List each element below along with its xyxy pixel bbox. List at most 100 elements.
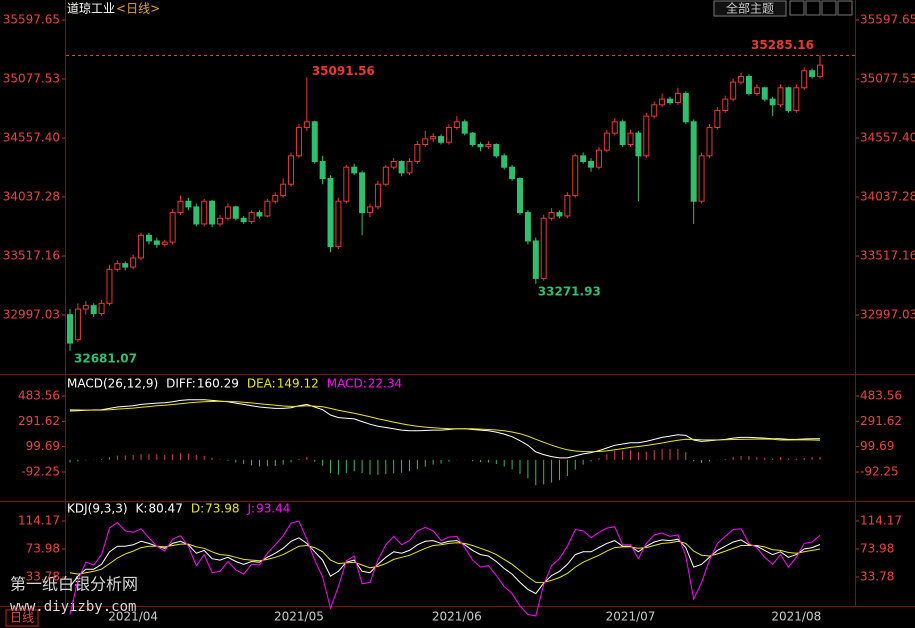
y-tick-label: 291.62 bbox=[18, 414, 60, 428]
candle-body bbox=[477, 144, 484, 148]
y-tick-label: 33.78 bbox=[860, 570, 894, 584]
candle-body bbox=[185, 200, 192, 208]
candle-body bbox=[295, 126, 302, 157]
legend-name: D: bbox=[191, 502, 204, 516]
candle-body bbox=[588, 161, 595, 168]
y-tick-label: 99.69 bbox=[860, 439, 894, 453]
candle-body bbox=[82, 305, 89, 310]
legend-value: 149.12 bbox=[277, 377, 319, 391]
candle-body bbox=[714, 109, 721, 128]
candle-body bbox=[738, 75, 745, 83]
candle-body bbox=[667, 98, 673, 104]
extreme-label: 33271.93 bbox=[538, 284, 601, 298]
candle-body bbox=[603, 132, 610, 151]
y-tick-label: 35077.53 bbox=[3, 71, 60, 85]
icon-button[interactable] bbox=[789, 0, 805, 16]
candle-body bbox=[698, 155, 705, 202]
candle-body bbox=[303, 121, 310, 128]
candle-body bbox=[130, 257, 137, 268]
legend-name: DIFF: bbox=[166, 377, 196, 391]
candle-body bbox=[114, 263, 121, 270]
candle-body bbox=[106, 268, 113, 304]
candle-body bbox=[564, 195, 571, 217]
watermark-name: 第一纸白银分析网 bbox=[10, 575, 138, 594]
candle-body bbox=[90, 305, 97, 315]
candle-body bbox=[335, 200, 342, 248]
candle-body bbox=[785, 87, 792, 111]
extreme-label: 35285.16 bbox=[751, 38, 814, 52]
x-tick-label: 2021/05 bbox=[274, 610, 324, 624]
candle-body bbox=[67, 314, 73, 344]
x-tick-label: 2021/07 bbox=[606, 610, 656, 624]
candle-body bbox=[682, 92, 689, 123]
candle-body bbox=[122, 263, 129, 268]
candle-body bbox=[445, 126, 452, 143]
theme-button-label[interactable]: 全部主题 bbox=[726, 1, 774, 16]
candle-body bbox=[777, 87, 784, 106]
candle-body bbox=[532, 240, 539, 279]
candle-body bbox=[169, 212, 176, 243]
panel-title-value: MACD(26,12,9) bbox=[67, 377, 158, 391]
legend-name: J: bbox=[246, 502, 255, 516]
icon-button[interactable] bbox=[821, 0, 837, 16]
candle-body bbox=[769, 98, 776, 106]
candle-body bbox=[217, 217, 223, 225]
candle-body bbox=[619, 121, 626, 145]
y-tick-label: 35597.65 bbox=[860, 12, 915, 26]
candle-body bbox=[509, 166, 516, 180]
candle-body bbox=[177, 200, 184, 214]
y-tick-label: -92.25 bbox=[21, 465, 60, 479]
candle-body bbox=[256, 212, 263, 217]
theme-button[interactable] bbox=[713, 0, 787, 17]
candle-body bbox=[517, 178, 523, 214]
candle-body bbox=[311, 121, 318, 163]
period-tab-label[interactable]: 日线 bbox=[10, 611, 34, 625]
y-tick-label: 73.98 bbox=[860, 541, 894, 555]
candle-body bbox=[651, 104, 658, 117]
candle-body bbox=[264, 200, 271, 217]
candle-body bbox=[201, 200, 208, 225]
y-tick-label: 34037.28 bbox=[3, 190, 60, 204]
toolbar-icons bbox=[789, 0, 853, 16]
candle-body bbox=[319, 161, 326, 180]
candle-body bbox=[793, 87, 800, 111]
period-tab[interactable] bbox=[5, 609, 39, 627]
icon-button[interactable] bbox=[805, 0, 821, 16]
y-tick-label: 34557.40 bbox=[860, 130, 915, 144]
candle-body bbox=[674, 92, 681, 104]
candle-body bbox=[469, 132, 476, 145]
candle-body bbox=[730, 81, 737, 100]
legend-name: DEA: bbox=[247, 377, 276, 391]
candle-body bbox=[232, 206, 239, 219]
y-tick-label: 114.17 bbox=[860, 513, 902, 527]
candle-body bbox=[327, 178, 334, 248]
candle-body bbox=[485, 144, 492, 148]
candle-body bbox=[209, 200, 216, 225]
y-tick-label: 35597.65 bbox=[3, 12, 60, 26]
candle-body bbox=[556, 212, 563, 217]
candle-body bbox=[390, 161, 397, 168]
candle-body bbox=[74, 308, 81, 341]
y-tick-label: 34557.40 bbox=[3, 130, 60, 144]
y-tick-label: 32997.03 bbox=[3, 308, 60, 322]
series-line bbox=[69, 399, 820, 459]
x-tick-label: 2021/08 bbox=[771, 610, 821, 624]
candle-body bbox=[272, 195, 279, 202]
candle-body bbox=[761, 87, 768, 100]
y-tick-label: 32997.03 bbox=[860, 308, 915, 322]
candle-body bbox=[193, 206, 200, 225]
candle-body bbox=[280, 183, 287, 197]
candle-body bbox=[611, 121, 618, 134]
legend-name: K: bbox=[136, 502, 148, 516]
candle-body bbox=[438, 136, 445, 143]
icon-button[interactable] bbox=[837, 0, 853, 16]
candle-body bbox=[138, 234, 145, 259]
candle-body bbox=[548, 212, 555, 219]
candle-body bbox=[753, 87, 760, 94]
y-tick-label: -92.25 bbox=[860, 465, 899, 479]
y-tick-label: 99.69 bbox=[26, 439, 60, 453]
chart-title: 道琼工业 bbox=[67, 1, 115, 16]
candle-body bbox=[382, 166, 389, 185]
